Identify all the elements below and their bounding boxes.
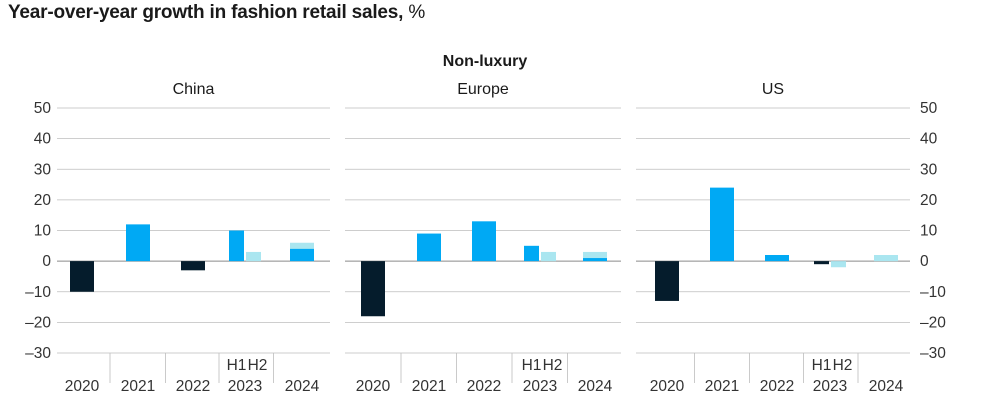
x-tick-label: 2020 [65,378,100,395]
y-tick-label-left: –20 [25,314,51,331]
group-title: Non-luxury [443,53,528,70]
half-label-h2: H2 [248,357,268,374]
y-tick-label-right: 50 [920,100,938,117]
bar-china-2022 [181,261,205,271]
y-tick-label-left: 50 [34,100,52,117]
y-tick-label-right: –10 [920,284,946,301]
y-tick-label-left: 10 [34,223,52,240]
y-tick-label-right: 20 [920,192,938,209]
bar-us-2021 [710,187,734,262]
bar-europe-2021 [417,233,441,262]
panel-title-europe: Europe [457,81,509,98]
x-tick-label: 2023 [228,378,262,395]
bar-europe-2023-h1 [524,245,539,262]
y-tick-label-right: –20 [920,314,946,331]
bar-europe-2023-h2 [541,251,556,262]
bar-us-2020 [655,261,679,301]
y-tick-label-right: 10 [920,223,938,240]
x-tick-label: 2024 [869,378,904,395]
x-tick-label: 2024 [285,378,320,395]
bar-china-2020 [70,261,94,292]
half-label-h2: H2 [543,357,563,374]
bar-china-2021 [126,224,150,262]
bar-europe-2024-overlay [583,258,607,262]
half-label-h1: H1 [812,357,832,374]
x-tick-label: 2024 [578,378,613,395]
bar-china-2023-h1 [229,230,244,262]
x-tick-label: 2023 [813,378,847,395]
half-label-h1: H1 [522,357,542,374]
x-tick-label: 2021 [412,378,446,395]
x-tick-label: 2020 [356,378,391,395]
panel-title-china: China [173,81,215,98]
x-tick-label: 2022 [467,378,501,395]
y-tick-label-left: 40 [34,131,52,148]
x-tick-label: 2021 [705,378,739,395]
bar-us-2022 [765,255,789,262]
bar-us-2024 [874,255,898,262]
bar-us-2023-h2 [831,261,846,268]
x-tick-label: 2022 [760,378,794,395]
y-tick-label-right: 40 [920,131,938,148]
bar-china-2023-h2 [246,251,261,262]
x-tick-label: 2020 [650,378,685,395]
chart-title: Year-over-year growth in fashion retail … [8,2,426,23]
y-tick-label-left: 20 [34,192,52,209]
bar-europe-2020 [361,261,385,317]
y-tick-label-left: –10 [25,284,51,301]
y-tick-label-right: 0 [920,253,929,270]
x-tick-label: 2022 [176,378,210,395]
bar-us-2023-h1 [814,261,829,265]
y-tick-label-left: –30 [25,345,51,362]
half-label-h1: H1 [227,357,247,374]
half-label-h2: H2 [833,357,853,374]
y-tick-label-right: 30 [920,161,938,178]
bar-china-2024-overlay [290,248,314,262]
y-tick-label-left: 0 [42,253,51,270]
y-tick-label-right: –30 [920,345,946,362]
x-tick-label: 2021 [121,378,155,395]
y-tick-label-left: 30 [34,161,52,178]
panel-title-us: US [762,81,784,98]
bar-europe-2024 [583,251,607,262]
x-tick-label: 2023 [523,378,557,395]
bar-europe-2022 [472,221,496,262]
